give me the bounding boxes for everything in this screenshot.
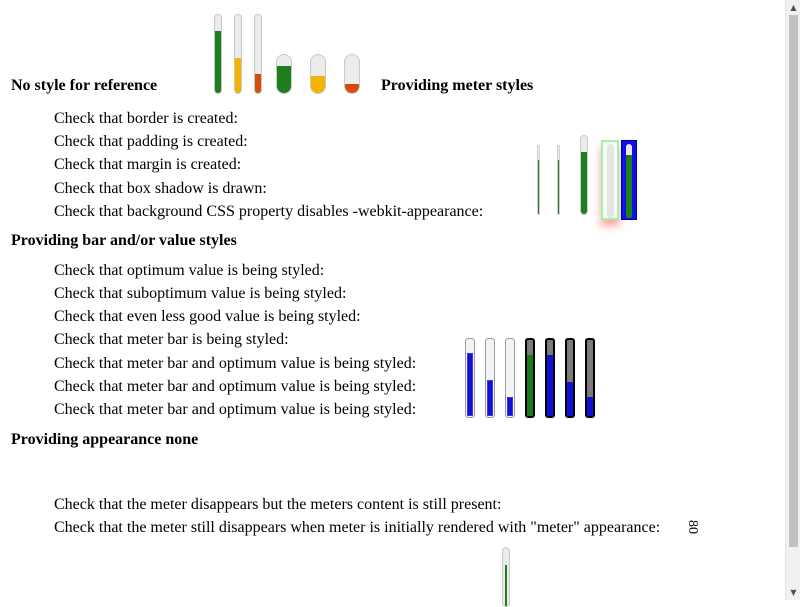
meter-value-fill: [507, 396, 513, 416]
check-margin: Check that margin is created:: [54, 156, 242, 173]
reference-meter-less-good-wide: [344, 54, 360, 94]
styled-less-good-meter: [505, 338, 515, 418]
meter-value-fill: [581, 151, 587, 214]
check-optimum: Check that optimum value is being styled…: [54, 262, 325, 279]
meter-value-fill: [311, 75, 325, 93]
check-border: Check that border is created:: [54, 110, 238, 127]
heading-appearance-none: Providing appearance none: [11, 431, 199, 448]
check-padding: Check that padding is created:: [54, 133, 248, 150]
border-meter: [537, 145, 540, 215]
meter-content-text: 80: [685, 520, 700, 534]
styled-bar-optimum-2: [565, 338, 575, 418]
check-still-disappears: Check that the meter still disappears wh…: [54, 519, 661, 536]
test-page: No style for reference Providing meter s…: [11, 14, 700, 607]
background-meter: [621, 140, 637, 220]
heading-meter-styles: Providing meter styles: [381, 77, 534, 94]
heading-bar-value-styles: Providing bar and/or value styles: [11, 232, 237, 249]
meter-value-fill: [277, 66, 291, 93]
check-bar-optimum-3: Check that meter bar and optimum value i…: [54, 401, 417, 418]
reference-meter-suboptimum-thin: [234, 14, 242, 94]
check-box-shadow: Check that box shadow is drawn:: [54, 180, 267, 197]
check-suboptimum: Check that suboptimum value is being sty…: [54, 285, 347, 302]
check-meter-bar: Check that meter bar is being styled:: [54, 331, 289, 348]
check-bar-optimum-2: Check that meter bar and optimum value i…: [54, 378, 417, 395]
initial-appearance-meter: [502, 547, 510, 607]
heading-no-style: No style for reference: [11, 77, 158, 94]
reference-meter-optimum-thin: [214, 14, 222, 94]
scrollbar-thumb[interactable]: [789, 15, 798, 547]
styled-suboptimum-meter: [485, 338, 495, 418]
meter-value-fill: [547, 355, 553, 416]
meter-value-fill: [626, 155, 632, 218]
meter-value-fill: [558, 159, 559, 214]
styled-bar-optimum-3: [585, 338, 595, 418]
meter-value-fill: [255, 73, 261, 93]
margin-meter: [580, 135, 588, 215]
styled-meter-bar: [525, 338, 535, 418]
meter-value-fill: [235, 57, 241, 93]
styled-bar-optimum-1: [545, 338, 555, 418]
padding-meter: [557, 145, 560, 215]
check-less-good: Check that even less good value is being…: [54, 308, 361, 325]
scroll-up-icon[interactable]: ▲: [790, 3, 797, 12]
scroll-down-icon[interactable]: ▼: [790, 588, 797, 597]
meter-value-fill: [527, 355, 533, 416]
meter-value-fill: [487, 380, 493, 416]
reference-meter-less-good-thin: [254, 14, 262, 94]
meter-value-fill: [505, 565, 507, 606]
reference-meter-optimum-wide: [276, 54, 292, 94]
check-bar-optimum-1: Check that meter bar and optimum value i…: [54, 355, 417, 372]
styled-optimum-meter: [465, 338, 475, 418]
meter-track: [626, 144, 632, 218]
meter-track: [607, 144, 614, 218]
meter-value-fill: [345, 83, 359, 93]
meter-value-fill: [467, 353, 473, 416]
reference-meter-suboptimum-wide: [310, 54, 326, 94]
meter-value-fill: [215, 30, 221, 93]
meter-value-fill: [538, 159, 539, 214]
vertical-scrollbar[interactable]: ▲ ▼: [785, 0, 800, 600]
check-disappears: Check that the meter disappears but the …: [54, 496, 502, 513]
check-background: Check that background CSS property disab…: [54, 203, 484, 220]
meter-value-fill: [587, 397, 593, 416]
box-shadow-meter: [601, 140, 619, 220]
meter-value-fill: [567, 381, 573, 416]
